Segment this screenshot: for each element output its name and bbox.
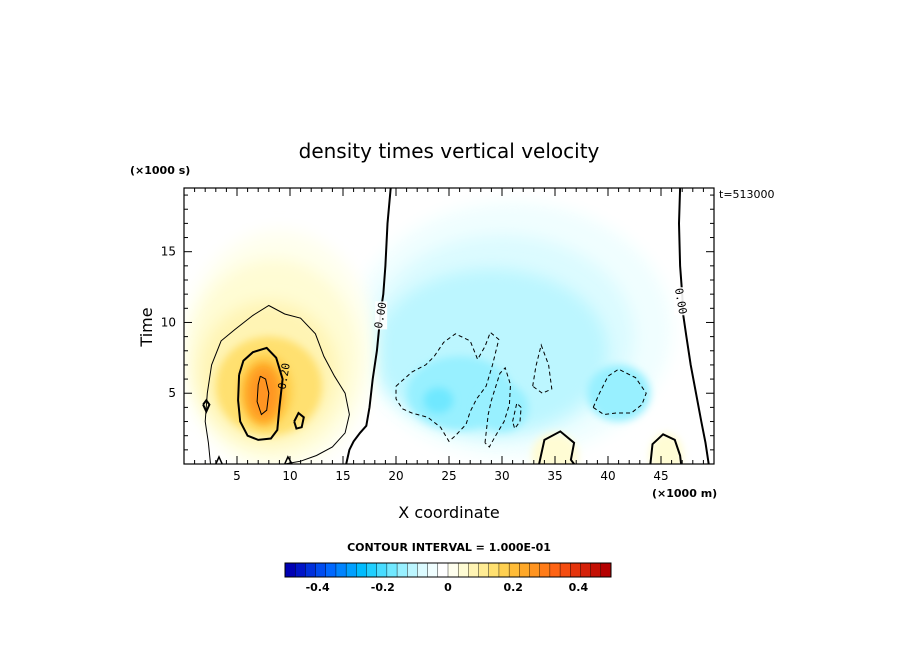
colorbar-swatch (335, 562, 347, 578)
contour-neg-0-1 (395, 331, 500, 443)
colorbar-swatch (294, 562, 306, 578)
colorbar-swatch (570, 562, 581, 578)
contour-label: 0.00 (672, 287, 689, 315)
y-unit-note: (×1000 s) (130, 164, 190, 177)
y-tick-label: 15 (161, 245, 176, 259)
colorbar-swatch (498, 562, 510, 578)
colorbar-swatch (580, 562, 592, 578)
contour-loop (538, 430, 576, 464)
heatmap-blob (475, 383, 529, 432)
colorbar-swatch (488, 562, 500, 578)
colorbar-swatch (366, 562, 378, 578)
contour-neg-0-1 (532, 343, 553, 394)
contour-0-1 (204, 304, 350, 464)
contour-neg-0-1 (484, 366, 512, 448)
colorbar-swatch (478, 562, 490, 578)
contour-neg-0-1 (592, 368, 647, 416)
contour-loop (202, 398, 211, 415)
contour-label-backing (674, 287, 687, 316)
y-axis-label: Time (137, 307, 156, 347)
colorbar-swatch (315, 562, 327, 578)
colorbar-frame (284, 562, 612, 578)
time-stamp: t=513000 (719, 188, 775, 201)
zero-contour-left (345, 188, 392, 464)
contour-label-backing (375, 301, 388, 330)
colorbar-tick-label: 0.2 (503, 581, 523, 594)
contour-0-2 (237, 346, 284, 441)
colorbar-swatch (356, 562, 368, 578)
zero-contour-right (677, 188, 710, 464)
x-tick-label: 10 (282, 469, 297, 483)
colorbar-swatch (417, 562, 429, 578)
colorbar-swatch (590, 562, 602, 578)
contour-lines (202, 188, 710, 464)
contour-interval-text: CONTOUR INTERVAL = 1.000E-01 (347, 541, 551, 554)
colorbar-swatch (508, 562, 520, 578)
colorbar-swatch (600, 562, 612, 578)
x-tick-label: 45 (653, 469, 668, 483)
colorbar-swatch (549, 562, 561, 578)
colorbar-swatch (386, 562, 398, 578)
colorbar-swatch (559, 562, 571, 578)
colorbar-swatch (519, 562, 531, 578)
x-unit-note: (×1000 m) (652, 487, 717, 500)
colorbar-swatch (284, 562, 296, 578)
colorbar-swatch (427, 562, 439, 578)
colorbar-tick-label: -0.4 (306, 581, 330, 594)
x-axis-label: X coordinate (398, 503, 499, 522)
heatmap-blob (250, 370, 277, 416)
colorbar-tick-label: 0.4 (569, 581, 589, 594)
heatmap-blob (586, 364, 651, 422)
colorbar-swatch (437, 562, 449, 578)
y-tick-label: 10 (161, 315, 176, 329)
x-tick-label: 30 (494, 469, 509, 483)
colorbar-tick-label: 0 (444, 581, 452, 594)
contour-loop (284, 455, 293, 464)
colorbar-swatch (468, 562, 480, 578)
x-tick-label: 40 (600, 469, 615, 483)
x-tick-label: 5 (233, 469, 241, 483)
colorbar-swatch (396, 562, 408, 578)
colorbar-swatch (345, 562, 357, 578)
x-tick-label: 20 (388, 469, 403, 483)
x-tick-label: 25 (441, 469, 456, 483)
colorbar-swatch (305, 562, 317, 578)
contour-loop (649, 433, 683, 464)
colorbar-swatch (447, 562, 459, 578)
contour-loop (293, 411, 305, 430)
y-axis-ticks: 5 10 15 (161, 194, 714, 451)
colorbar-swatch (376, 562, 388, 578)
colorbar-swatch (529, 562, 541, 578)
chart-title: density times vertical velocity (299, 139, 600, 163)
colorbar-swatch (457, 562, 469, 578)
colorbar-swatch (539, 562, 551, 578)
contour-neg-0-1 (512, 402, 522, 430)
colorbar-tick-labels: -0.4 -0.2 0 0.2 0.4 (306, 581, 589, 594)
colorbar-tick-label: -0.2 (371, 581, 395, 594)
y-tick-label: 5 (168, 386, 176, 400)
contour-label: 0.00 (372, 301, 389, 329)
contour-label-group: 0.00 0.00 0.20 (276, 287, 690, 390)
x-tick-label: 15 (335, 469, 350, 483)
colorbar (284, 562, 612, 578)
contour-loop (215, 455, 223, 464)
colorbar-swatch (407, 562, 418, 578)
contour-0-3 (256, 375, 270, 416)
x-tick-label: 35 (547, 469, 562, 483)
x-axis-ticks: 5 10 15 20 25 30 35 40 45 (194, 188, 704, 483)
contour-label: 0.20 (276, 362, 293, 390)
plot-area: 0.00 0.00 0.20 5 10 15 20 25 30 35 40 45 5 10 15 (161, 187, 715, 483)
colorbar-swatch (325, 562, 337, 578)
heatmap-blob (423, 387, 454, 414)
